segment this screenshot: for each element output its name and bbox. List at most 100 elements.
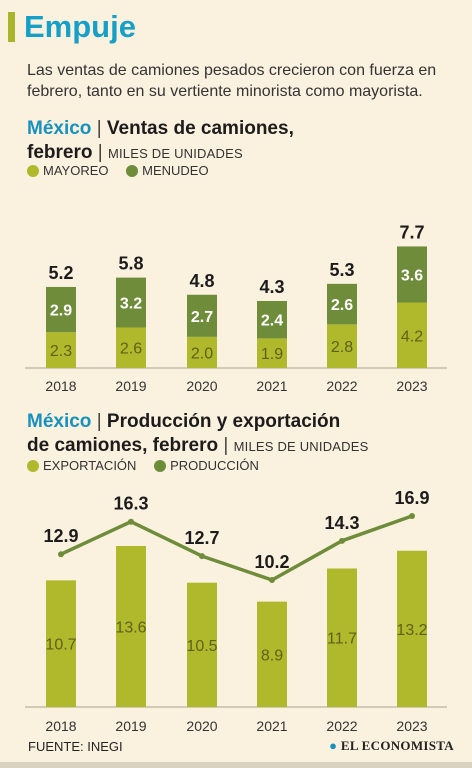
bar-exportacion-2022 xyxy=(327,568,357,707)
bottom-rule xyxy=(0,762,472,768)
bar-menudeo-2019 xyxy=(116,277,146,328)
x-tick-2021: 2021 xyxy=(256,718,287,734)
legend-item-produccion: PRODUCCIÓN xyxy=(154,458,259,473)
page-title: Empuje xyxy=(24,9,136,44)
label-exportacion-2022: 11.7 xyxy=(327,631,357,648)
chart2-title-line2: de camiones, febrero xyxy=(27,435,219,456)
chart2-unit: MILES DE UNIDADES xyxy=(233,439,369,454)
label-produccion-2021: 10.2 xyxy=(254,552,289,572)
label-menudeo-2019: 3.2 xyxy=(120,296,142,313)
bar-mayoreo-2018 xyxy=(46,332,76,368)
label-produccion-2020: 12.7 xyxy=(184,528,219,548)
bar-exportacion-2020 xyxy=(187,582,217,707)
bar-mayoreo-2021 xyxy=(257,338,287,368)
legend-label-exportacion: EXPORTACIÓN xyxy=(43,458,137,473)
chart1-title: México | Ventas de camiones, febrero | M… xyxy=(27,118,294,163)
label-mayoreo-2023: 4.2 xyxy=(401,328,423,345)
bar-menudeo-2020 xyxy=(187,294,217,337)
x-tick-2020: 2020 xyxy=(186,718,217,734)
label-total-2023: 7.7 xyxy=(399,222,424,242)
point-produccion-2021 xyxy=(269,577,275,583)
x-tick-2018: 2018 xyxy=(45,378,76,394)
x-tick-2019: 2019 xyxy=(115,718,146,734)
chart1-unit: MILES DE UNIDADES xyxy=(107,146,243,161)
label-produccion-2022: 14.3 xyxy=(324,513,359,533)
chart2-country: México xyxy=(27,411,92,432)
label-total-2020: 4.8 xyxy=(189,271,214,291)
sales-chart: 2.3 2.9 5.2 2018 2.6 3.2 5.8 2019 2.0 2.7 4.8 2020 1… xyxy=(25,222,447,394)
legend-label-menudeo: MENUDEO xyxy=(142,163,209,178)
point-produccion-2019 xyxy=(128,518,134,525)
bar-menudeo-2022 xyxy=(327,283,357,325)
label-exportacion-2019: 13.6 xyxy=(115,620,146,637)
label-menudeo-2023: 3.6 xyxy=(401,267,423,284)
label-produccion-2023: 16.9 xyxy=(394,488,429,508)
globe-icon: ● xyxy=(329,738,338,753)
x-tick-2023: 2023 xyxy=(396,378,427,394)
x-tick-2022: 2022 xyxy=(326,718,357,734)
bar-exportacion-2019 xyxy=(116,546,146,707)
legend-item-menudeo: MENUDEO xyxy=(126,163,209,178)
x-tick-2019: 2019 xyxy=(115,378,146,394)
bar-menudeo-2018 xyxy=(46,286,76,333)
bar-menudeo-2021 xyxy=(257,300,287,339)
page-subtitle: Las ventas de camiones pesados crecieron… xyxy=(27,62,437,100)
line-produccion xyxy=(60,514,413,582)
legend-swatch-produccion xyxy=(154,460,167,472)
legend-label-produccion: PRODUCCIÓN xyxy=(170,458,259,473)
x-tick-2018: 2018 xyxy=(45,718,76,734)
bar-mayoreo-2022 xyxy=(327,324,357,368)
label-total-2018: 5.2 xyxy=(48,263,73,283)
legend-item-exportacion: EXPORTACIÓN xyxy=(27,458,136,473)
label-produccion-2018: 12.9 xyxy=(43,526,78,546)
label-exportacion-2023: 13.2 xyxy=(396,622,427,639)
brand-logo: ● EL ECONOMISTA xyxy=(329,738,454,754)
label-exportacion-2021: 8.9 xyxy=(261,647,283,664)
x-tick-2023: 2023 xyxy=(396,718,427,734)
legend-label-mayoreo: MAYOREO xyxy=(43,163,109,178)
source-note: FUENTE: INEGI xyxy=(28,739,123,754)
bar-exportacion-2023 xyxy=(397,550,427,707)
point-produccion-2022 xyxy=(339,537,345,544)
legend-swatch-mayoreo xyxy=(27,165,39,177)
label-total-2019: 5.8 xyxy=(118,254,143,274)
point-produccion-2020 xyxy=(199,553,205,560)
label-exportacion-2018: 10.7 xyxy=(45,637,76,654)
bar-menudeo-2023 xyxy=(397,246,427,303)
chart1-country: México xyxy=(27,118,92,139)
chart1-legend: MAYOREO MENUDEO xyxy=(27,162,223,180)
legend-swatch-menudeo xyxy=(126,165,139,177)
bar-mayoreo-2020 xyxy=(187,336,217,368)
title-accent-bar xyxy=(8,12,15,42)
production-chart: 10.7 2018 13.6 2019 10.5 2020 8.9 2021 11.7 2022 1… xyxy=(25,488,447,734)
label-mayoreo-2021: 1.9 xyxy=(261,346,283,363)
chart2-title-line1: Producción y exportación xyxy=(106,411,341,432)
chart1-title-line1: Ventas de camiones, xyxy=(106,118,294,139)
label-produccion-2019: 16.3 xyxy=(113,494,148,514)
chart1-title-line2: febrero xyxy=(27,142,93,163)
bar-mayoreo-2019 xyxy=(116,327,146,368)
label-mayoreo-2022: 2.8 xyxy=(331,339,353,356)
bar-exportacion-2021 xyxy=(257,601,287,707)
point-produccion-2023 xyxy=(409,513,415,519)
x-tick-2021: 2021 xyxy=(256,378,287,394)
point-produccion-2018 xyxy=(58,551,64,558)
x-tick-2022: 2022 xyxy=(326,378,357,394)
legend-swatch-exportacion xyxy=(27,460,39,472)
label-menudeo-2021: 2.4 xyxy=(261,313,283,330)
label-menudeo-2022: 2.6 xyxy=(331,297,353,314)
label-total-2021: 4.3 xyxy=(259,277,284,297)
label-menudeo-2020: 2.7 xyxy=(191,309,213,326)
label-mayoreo-2020: 2.0 xyxy=(191,345,213,362)
label-exportacion-2020: 10.5 xyxy=(186,638,217,655)
chart2-legend: EXPORTACIÓN PRODUCCIÓN xyxy=(27,457,273,475)
label-mayoreo-2018: 2.3 xyxy=(50,343,72,360)
bar-exportacion-2018 xyxy=(46,580,76,707)
legend-item-mayoreo: MAYOREO xyxy=(27,163,109,178)
label-mayoreo-2019: 2.6 xyxy=(120,341,142,358)
label-total-2022: 5.3 xyxy=(329,260,354,280)
bar-mayoreo-2023 xyxy=(397,302,427,368)
chart2-title: México | Producción y exportación de cam… xyxy=(27,411,369,456)
label-menudeo-2018: 2.9 xyxy=(50,303,72,320)
x-tick-2020: 2020 xyxy=(186,378,217,394)
